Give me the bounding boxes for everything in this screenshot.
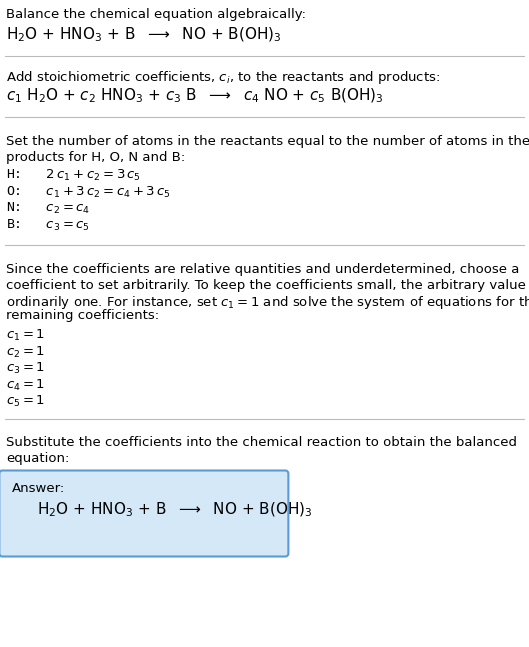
Text: B:   $c_3 = c_5$: B: $c_3 = c_5$: [6, 217, 90, 233]
Text: $c_2 = 1$: $c_2 = 1$: [6, 344, 45, 360]
Text: O:   $c_1 + 3\,c_2 = c_4 + 3\,c_5$: O: $c_1 + 3\,c_2 = c_4 + 3\,c_5$: [6, 184, 171, 200]
Text: Substitute the coefficients into the chemical reaction to obtain the balanced: Substitute the coefficients into the che…: [6, 437, 517, 450]
Text: Answer:: Answer:: [12, 481, 66, 494]
Text: H$_2$O + HNO$_3$ + B  $\longrightarrow$  NO + B(OH)$_3$: H$_2$O + HNO$_3$ + B $\longrightarrow$ N…: [38, 501, 313, 520]
Text: $c_1 = 1$: $c_1 = 1$: [6, 328, 45, 343]
Text: $c_4 = 1$: $c_4 = 1$: [6, 377, 45, 393]
Text: remaining coefficients:: remaining coefficients:: [6, 309, 159, 322]
Text: Balance the chemical equation algebraically:: Balance the chemical equation algebraica…: [6, 8, 306, 21]
Text: $c_3 = 1$: $c_3 = 1$: [6, 361, 45, 376]
Text: products for H, O, N and B:: products for H, O, N and B:: [6, 151, 186, 164]
Text: equation:: equation:: [6, 452, 70, 465]
Text: Set the number of atoms in the reactants equal to the number of atoms in the: Set the number of atoms in the reactants…: [6, 135, 529, 148]
Text: coefficient to set arbitrarily. To keep the coefficients small, the arbitrary va: coefficient to set arbitrarily. To keep …: [6, 278, 529, 292]
Text: $c_5 = 1$: $c_5 = 1$: [6, 394, 45, 409]
Text: Add stoichiometric coefficients, $c_i$, to the reactants and products:: Add stoichiometric coefficients, $c_i$, …: [6, 69, 441, 87]
Text: H$_2$O + HNO$_3$ + B  $\longrightarrow$  NO + B(OH)$_3$: H$_2$O + HNO$_3$ + B $\longrightarrow$ N…: [6, 25, 282, 44]
Text: H:   $2\,c_1 + c_2 = 3\,c_5$: H: $2\,c_1 + c_2 = 3\,c_5$: [6, 168, 141, 183]
Text: Since the coefficients are relative quantities and underdetermined, choose a: Since the coefficients are relative quan…: [6, 263, 519, 276]
Text: ordinarily one. For instance, set $c_1 = 1$ and solve the system of equations fo: ordinarily one. For instance, set $c_1 =…: [6, 294, 529, 311]
Text: N:   $c_2 = c_4$: N: $c_2 = c_4$: [6, 201, 90, 216]
Text: $c_1$ H$_2$O + $c_2$ HNO$_3$ + $c_3$ B  $\longrightarrow$  $c_4$ NO + $c_5$ B(OH: $c_1$ H$_2$O + $c_2$ HNO$_3$ + $c_3$ B $…: [6, 87, 384, 105]
FancyBboxPatch shape: [0, 470, 288, 556]
